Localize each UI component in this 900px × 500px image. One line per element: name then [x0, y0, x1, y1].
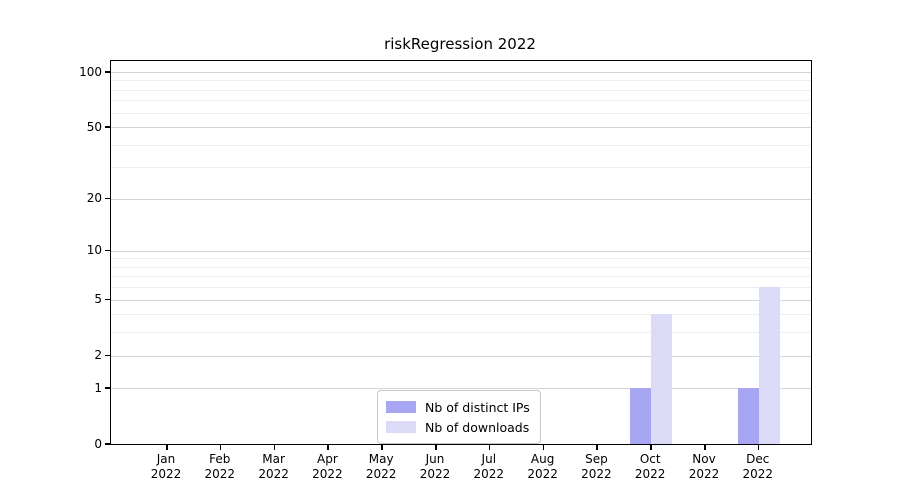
minor-gridline: [111, 287, 811, 289]
x-tick-label: Sep 2022: [581, 452, 612, 481]
y-tick-mark: [105, 126, 110, 128]
x-tick-label: Feb 2022: [204, 452, 236, 481]
y-tick-label: 1: [94, 380, 102, 395]
y-tick-mark: [105, 71, 110, 73]
minor-gridline: [111, 89, 811, 91]
y-tick-mark: [105, 197, 110, 200]
y-tick-label: 5: [94, 292, 102, 307]
legend: Nb of distinct IPs Nb of downloads: [377, 390, 541, 444]
y-tick-label: 50: [86, 119, 102, 134]
legend-item-downloads: Nb of downloads: [386, 417, 530, 437]
x-tick-label: May 2022: [365, 452, 397, 481]
x-tick-mark: [327, 444, 329, 450]
minor-gridline: [111, 100, 811, 102]
major-gridline: [111, 388, 811, 390]
x-tick-label: Apr 2022: [312, 452, 343, 481]
y-tick-label: 100: [79, 64, 102, 79]
legend-label-distinct-ips: Nb of distinct IPs: [425, 399, 530, 415]
bar-oct-downloads: [651, 314, 673, 444]
legend-swatch-distinct-ips: [386, 401, 416, 413]
minor-gridline: [111, 167, 811, 169]
major-gridline: [111, 250, 811, 252]
minor-gridline: [111, 332, 811, 334]
plot-area: Nb of distinct IPs Nb of downloads: [110, 60, 812, 445]
major-gridline: [111, 72, 811, 73]
chart-title: riskRegression 2022: [384, 35, 536, 53]
x-tick-mark: [596, 444, 598, 450]
y-tick-label: 0: [94, 436, 102, 451]
x-tick-mark: [166, 444, 168, 450]
x-tick-mark: [704, 444, 706, 450]
y-tick-mark: [105, 298, 110, 301]
bar-dec-downloads: [758, 287, 780, 444]
major-gridline: [111, 355, 811, 357]
x-tick-mark: [273, 444, 276, 450]
bar-oct-distinct-ips: [630, 388, 652, 444]
y-tick-mark: [105, 443, 110, 445]
x-tick-mark: [488, 444, 491, 450]
y-tick-mark: [105, 249, 110, 252]
bar-dec-distinct-ips: [737, 388, 759, 444]
y-tick-label: 20: [86, 191, 102, 206]
legend-label-downloads: Nb of downloads: [425, 419, 530, 435]
x-tick-mark: [381, 444, 383, 450]
x-tick-mark: [219, 444, 222, 450]
minor-gridline: [111, 144, 811, 146]
x-tick-label: Jan 2022: [150, 452, 182, 481]
minor-gridline: [111, 80, 811, 82]
y-tick-label: 10: [86, 243, 102, 258]
x-tick-label: Oct 2022: [634, 452, 666, 481]
x-tick-mark: [542, 444, 545, 450]
legend-swatch-downloads: [386, 421, 416, 433]
major-gridline: [111, 127, 811, 129]
x-tick-label: Jul 2022: [473, 452, 505, 481]
minor-gridline: [111, 112, 811, 114]
minor-gridline: [111, 276, 811, 278]
y-tick-label: 2: [94, 348, 102, 362]
y-tick-mark: [105, 354, 110, 356]
x-tick-mark: [757, 444, 760, 450]
y-tick-mark: [105, 387, 110, 389]
x-tick-label: Jun 2022: [419, 452, 451, 481]
minor-gridline: [111, 314, 811, 316]
x-tick-label: Dec 2022: [742, 452, 774, 481]
x-tick-mark: [435, 444, 437, 450]
x-tick-mark: [650, 444, 652, 450]
minor-gridline: [111, 266, 811, 268]
x-tick-label: Aug 2022: [527, 452, 558, 481]
legend-item-distinct-ips: Nb of distinct IPs: [386, 397, 530, 417]
x-tick-label: Nov 2022: [688, 452, 720, 481]
major-gridline: [111, 299, 811, 301]
major-gridline: [111, 198, 811, 200]
x-tick-label: Mar 2022: [258, 452, 289, 481]
minor-gridline: [111, 258, 811, 260]
